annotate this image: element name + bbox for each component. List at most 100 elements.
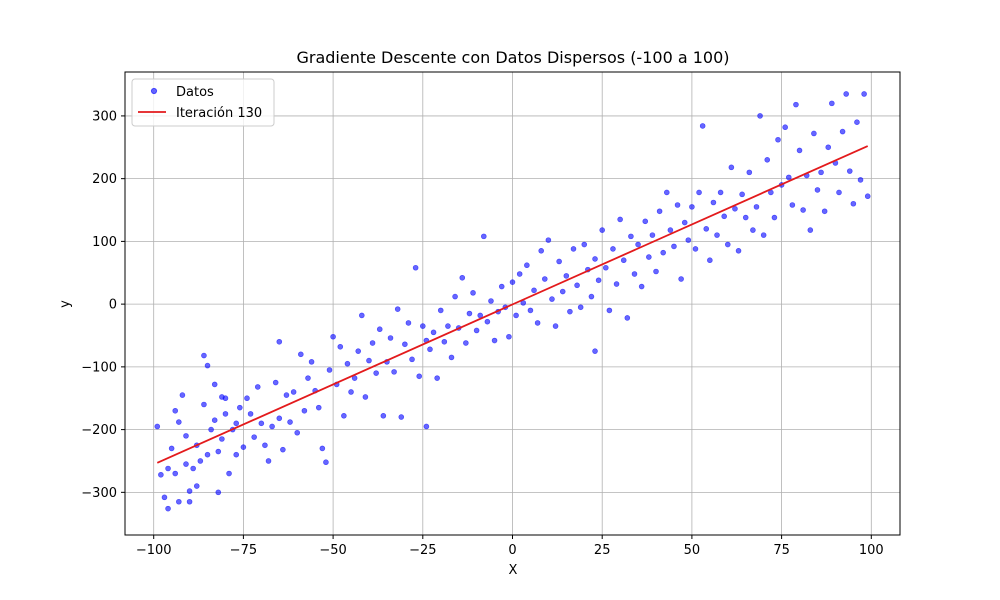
data-point bbox=[699, 123, 706, 129]
data-point bbox=[757, 113, 763, 119]
grid bbox=[125, 72, 900, 535]
data-point bbox=[782, 124, 788, 131]
data-point bbox=[452, 293, 458, 300]
data-point bbox=[624, 315, 631, 321]
x-tick-label: −100 bbox=[136, 543, 172, 558]
data-point bbox=[233, 420, 240, 427]
data-point bbox=[628, 233, 634, 240]
data-point bbox=[405, 320, 412, 326]
data-point bbox=[592, 256, 598, 262]
chart-title: Gradiente Descente con Datos Dispersos (… bbox=[296, 48, 729, 67]
data-point bbox=[197, 458, 204, 464]
data-point bbox=[524, 262, 530, 269]
data-point bbox=[473, 327, 480, 334]
data-point bbox=[186, 488, 193, 494]
data-point bbox=[480, 233, 487, 240]
data-point bbox=[800, 207, 806, 213]
data-point bbox=[204, 451, 211, 458]
data-point bbox=[811, 130, 817, 137]
x-tick-label: 0 bbox=[508, 543, 516, 558]
data-point bbox=[237, 404, 243, 411]
data-point bbox=[739, 191, 745, 198]
data-point bbox=[602, 264, 609, 271]
y-tick-label: −200 bbox=[81, 423, 117, 438]
data-point bbox=[646, 254, 652, 260]
data-point bbox=[692, 246, 699, 252]
x-tick-label: −75 bbox=[230, 543, 257, 558]
data-point bbox=[663, 189, 670, 196]
data-point bbox=[541, 276, 548, 282]
data-point bbox=[337, 343, 344, 350]
data-point bbox=[846, 168, 853, 174]
data-point bbox=[488, 298, 494, 304]
data-point bbox=[265, 458, 272, 464]
y-tick-label: 100 bbox=[92, 235, 117, 250]
data-point bbox=[448, 354, 455, 361]
data-point bbox=[211, 417, 218, 423]
data-point bbox=[836, 189, 842, 196]
data-point bbox=[380, 412, 387, 419]
data-point bbox=[685, 237, 692, 243]
data-point bbox=[330, 333, 336, 340]
data-point bbox=[154, 423, 161, 430]
data-point bbox=[376, 326, 383, 333]
y-axis: −300 −200 −100 0 100 200 300 bbox=[81, 109, 125, 501]
data-point bbox=[434, 375, 440, 381]
data-point bbox=[301, 407, 308, 414]
data-point bbox=[581, 241, 588, 248]
x-tick-label: 25 bbox=[594, 543, 611, 558]
data-point bbox=[437, 307, 444, 314]
x-axis: −100 −75 −50 −25 0 25 50 75 100 bbox=[136, 535, 884, 558]
y-tick-label: −100 bbox=[81, 360, 117, 375]
data-point bbox=[599, 227, 605, 233]
data-point bbox=[498, 283, 505, 290]
data-point bbox=[592, 348, 598, 354]
data-point bbox=[588, 293, 595, 300]
data-point bbox=[165, 505, 171, 512]
data-point bbox=[606, 307, 613, 314]
data-point bbox=[186, 498, 193, 505]
data-point bbox=[857, 177, 864, 183]
data-point bbox=[168, 445, 175, 452]
data-point bbox=[753, 204, 760, 210]
data-point bbox=[843, 91, 849, 97]
data-point bbox=[595, 277, 602, 284]
data-point bbox=[829, 100, 835, 107]
data-point bbox=[276, 415, 283, 422]
data-point bbox=[839, 128, 846, 135]
data-point bbox=[244, 395, 250, 402]
x-tick-label: −25 bbox=[409, 543, 436, 558]
data-point bbox=[416, 373, 423, 380]
data-point bbox=[219, 436, 225, 442]
data-point bbox=[215, 448, 222, 455]
data-point bbox=[348, 389, 354, 395]
data-point bbox=[430, 329, 437, 336]
data-point bbox=[298, 351, 304, 358]
data-point bbox=[355, 348, 362, 354]
x-tick-label: 75 bbox=[773, 543, 790, 558]
data-point bbox=[570, 246, 577, 252]
data-point bbox=[441, 338, 448, 345]
legend-marker-datos bbox=[150, 87, 158, 95]
data-point bbox=[506, 333, 512, 340]
data-point bbox=[201, 401, 207, 408]
data-point bbox=[272, 379, 279, 386]
data-point bbox=[280, 446, 286, 453]
data-point bbox=[172, 470, 179, 477]
data-point bbox=[161, 494, 168, 501]
data-point bbox=[660, 249, 666, 256]
data-point bbox=[315, 404, 322, 411]
data-point bbox=[556, 258, 562, 265]
data-point bbox=[807, 227, 814, 233]
data-point bbox=[183, 433, 189, 439]
data-point bbox=[509, 279, 516, 285]
data-point bbox=[531, 287, 537, 294]
data-point bbox=[620, 257, 627, 264]
data-point bbox=[681, 219, 688, 226]
data-point bbox=[638, 283, 645, 290]
data-point bbox=[240, 444, 247, 450]
data-point bbox=[373, 370, 379, 376]
data-point bbox=[821, 208, 828, 215]
data-point bbox=[402, 341, 408, 348]
data-point bbox=[183, 461, 189, 467]
